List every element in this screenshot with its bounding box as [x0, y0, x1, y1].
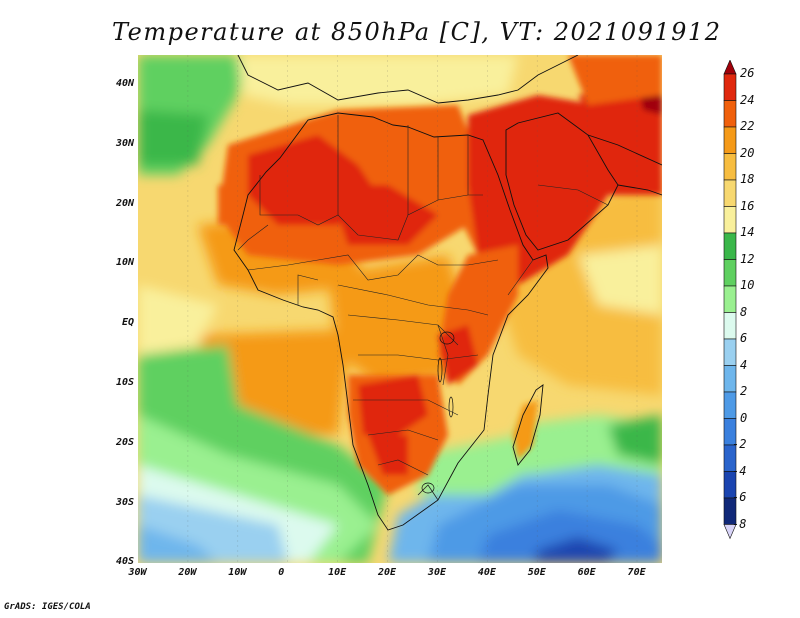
- colorbar-label: 10: [740, 278, 755, 292]
- colorbar-swatch: [723, 338, 737, 366]
- x-tick-label: 20W: [178, 567, 197, 578]
- y-tick-label: 20S: [115, 436, 134, 448]
- colorbar-swatch: [723, 285, 737, 313]
- colorbar-label: 14: [740, 225, 755, 239]
- x-tick-label: 30W: [128, 567, 147, 578]
- colorbar-swatch: [723, 259, 737, 287]
- y-tick-label: 40N: [115, 78, 134, 89]
- colorbar-label: 12: [740, 251, 755, 266]
- colorbar-swatch: [723, 232, 737, 260]
- colorbar-label: 6: [740, 331, 748, 345]
- colorbar-label: -2: [732, 437, 747, 451]
- iran-coastline: [587, 134, 662, 166]
- x-tick-label: 50E: [527, 567, 546, 578]
- colorbar: 26 24 22 20 18 16 14 12 10 8 6 4 2 0 -2 -4 -6 -8: [718, 59, 798, 560]
- europe-coastline: [237, 55, 579, 104]
- colorbar-label: -6: [732, 490, 747, 504]
- x-tick-label: 10E: [328, 567, 347, 578]
- colorbar-label: 0: [740, 410, 748, 425]
- country-borders: [237, 115, 609, 501]
- map-title: Temperature at 850hPa [C], VT: 202109191…: [112, 18, 722, 46]
- colorbar-label: 2: [740, 384, 748, 398]
- colorbar-label: -4: [732, 463, 747, 478]
- colorbar-label: -8: [732, 516, 747, 531]
- colorbar-swatch: [723, 100, 737, 128]
- colorbar-label: 8: [740, 304, 748, 319]
- y-tick-label: 30S: [115, 496, 134, 508]
- colorbar-swatch: [723, 206, 737, 234]
- colorbar-swatch: [723, 391, 737, 419]
- y-tick-label: 40S: [115, 556, 134, 568]
- colorbar-swatch: [723, 153, 737, 181]
- lakes: [421, 331, 455, 494]
- colorbar-min-arrow: [723, 524, 737, 540]
- x-tick-label: 70E: [627, 567, 646, 578]
- colorbar-label: 22: [740, 119, 755, 133]
- colorbar-label: 26: [740, 66, 755, 80]
- madagascar-coastline: [512, 384, 544, 466]
- africa-coastline: [233, 112, 549, 531]
- colorbar-label: 16: [740, 198, 755, 213]
- field-mediterranean: [238, 55, 518, 105]
- x-tick-label: 60E: [577, 567, 596, 578]
- x-tick-label: 10W: [228, 567, 247, 578]
- colorbar-label: 18: [740, 172, 755, 186]
- x-tick-label: 30E: [427, 567, 446, 578]
- x-tick-label: 0: [278, 567, 285, 578]
- x-tick-label: 20E: [378, 567, 397, 578]
- colorbar-swatch: [723, 73, 737, 101]
- colorbar-label: 20: [740, 145, 755, 160]
- y-tick-label: 30N: [115, 137, 134, 149]
- colorbar-swatch: [723, 126, 737, 154]
- colorbar-swatch: [723, 365, 737, 393]
- colorbar-swatch: [723, 312, 737, 340]
- colorbar-max-arrow: [723, 59, 737, 75]
- colorbar-swatch: [723, 179, 737, 207]
- y-tick-label: 10N: [115, 257, 134, 269]
- y-tick-label: 20N: [115, 197, 134, 209]
- colorbar-label: 4: [740, 357, 748, 372]
- grads-credit: GrADS: IGES/COLA: [4, 602, 91, 612]
- y-tick-label: EQ: [121, 317, 134, 329]
- x-tick-label: 40E: [477, 567, 496, 578]
- colorbar-label: 24: [740, 92, 755, 107]
- y-tick-label: 10S: [115, 377, 134, 388]
- temperature-map[interactable]: [138, 55, 662, 563]
